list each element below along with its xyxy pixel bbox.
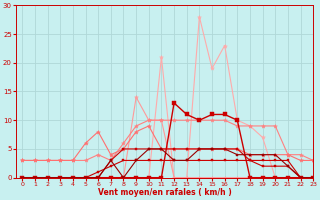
- X-axis label: Vent moyen/en rafales ( km/h ): Vent moyen/en rafales ( km/h ): [98, 188, 231, 197]
